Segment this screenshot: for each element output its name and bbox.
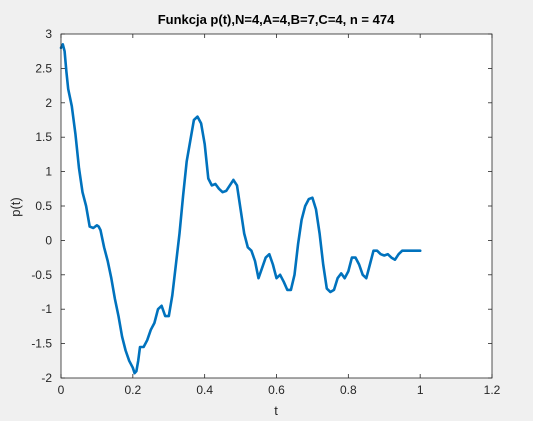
y-tick-label: -0.5 xyxy=(31,268,52,282)
x-tick-label: 0.6 xyxy=(268,383,285,397)
y-tick-label: -2 xyxy=(41,371,52,385)
plot-border xyxy=(60,33,493,379)
plot-area xyxy=(61,34,492,378)
y-tick-label: -1.5 xyxy=(31,337,52,351)
y-axis: -2 -1.5 -1 -0.5 0 0.5 1 1.5 2 2.5 3 xyxy=(31,27,492,385)
y-tick-label: 1.5 xyxy=(35,130,52,144)
x-tick-label: 0.8 xyxy=(340,383,357,397)
y-axis-label: p(t) xyxy=(8,197,23,217)
series-line xyxy=(59,42,422,375)
y-tick-label: -1 xyxy=(41,302,52,316)
x-axis-label: t xyxy=(274,403,278,418)
y-tick-label: 0.5 xyxy=(35,199,52,213)
chart-title: Funkcja p(t),N=4,A=4,B=7,C=4, n = 474 xyxy=(158,12,395,27)
x-tick-label: 1 xyxy=(417,383,424,397)
x-tick-label: 0.2 xyxy=(124,383,141,397)
x-tick-label: 0 xyxy=(58,383,65,397)
y-tick-label: 1 xyxy=(45,165,52,179)
y-tick-label: 3 xyxy=(45,27,52,41)
y-tick-label: 2 xyxy=(45,96,52,110)
x-tick-label: 1.2 xyxy=(484,383,501,397)
y-tick-label: 0 xyxy=(45,233,52,247)
x-tick-label: 0.4 xyxy=(196,383,213,397)
y-tick-label: 2.5 xyxy=(35,61,52,75)
